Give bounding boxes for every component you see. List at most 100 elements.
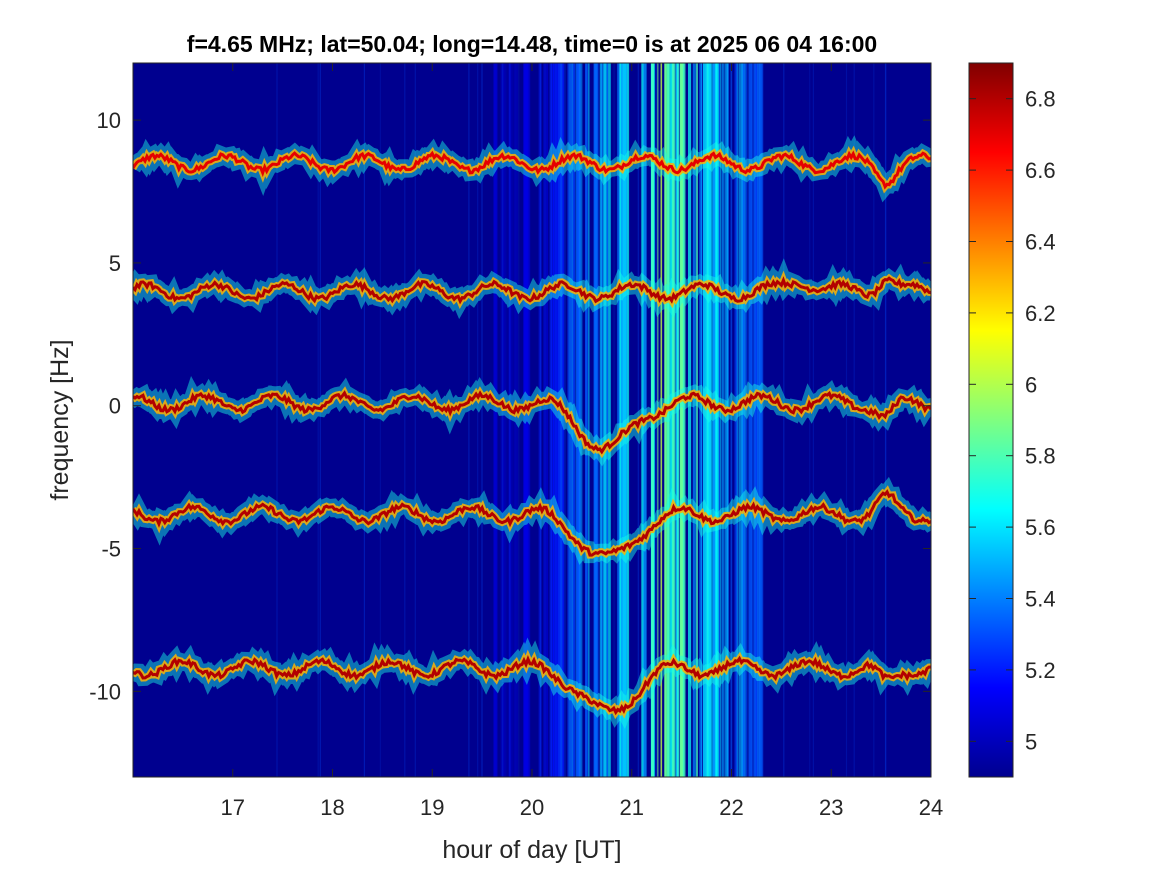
noise-streak <box>543 63 547 777</box>
noise-streak <box>524 63 528 777</box>
noise-streak <box>745 63 747 777</box>
colorbar <box>968 62 1014 778</box>
noise-streak <box>726 63 729 777</box>
noise-streak <box>681 63 685 777</box>
noise-streak <box>558 63 561 777</box>
noise-streak <box>477 63 479 777</box>
noise-streak <box>695 63 698 777</box>
noise-streak <box>759 63 761 777</box>
noise-streak <box>404 63 406 777</box>
noise-streak <box>619 63 623 777</box>
noise-streak <box>625 63 628 777</box>
noise-streak <box>745 63 747 777</box>
noise-streak <box>664 63 667 777</box>
noise-streak <box>679 63 683 777</box>
noise-streak <box>481 63 483 777</box>
noise-streak <box>622 63 626 777</box>
colorbar-tick-label: 6.6 <box>1025 158 1056 183</box>
noise-streak <box>744 63 747 777</box>
noise-streak <box>721 63 724 777</box>
trace-core <box>133 276 931 305</box>
noise-streak <box>718 63 720 777</box>
noise-streak <box>468 63 470 777</box>
noise-streak <box>414 63 416 777</box>
noise-streak <box>551 63 555 777</box>
noise-streak <box>587 63 590 777</box>
noise-streak <box>753 63 755 777</box>
noise-streak <box>515 63 517 777</box>
trace-band <box>133 476 931 565</box>
noise-streak <box>668 63 672 777</box>
noise-streak <box>853 63 855 777</box>
noise-streak <box>621 63 624 777</box>
noise-streak <box>617 63 621 777</box>
noise-streak <box>613 63 615 777</box>
noise-streak <box>715 63 719 777</box>
noise-streak <box>524 63 529 777</box>
noise-streak <box>600 63 605 777</box>
y-tick-label: -5 <box>101 537 121 562</box>
noise-streak <box>503 63 507 777</box>
noise-streak <box>555 63 557 777</box>
noise-streak <box>736 63 739 777</box>
x-tick-label: 19 <box>420 795 444 820</box>
noise-streak <box>538 63 542 777</box>
noise-streak <box>523 63 527 777</box>
noise-streak <box>539 63 541 777</box>
noise-streak <box>500 63 505 777</box>
noise-streak <box>501 63 504 777</box>
colorbar-tick-label: 5.4 <box>1025 587 1056 612</box>
noise-streak <box>734 63 738 777</box>
noise-streak <box>560 63 563 777</box>
noise-streak <box>549 63 552 777</box>
noise-streak <box>585 63 588 777</box>
noise-streak <box>720 63 722 777</box>
x-tick-label: 18 <box>320 795 344 820</box>
noise-streak <box>660 63 663 777</box>
colorbar-tick-label: 6.4 <box>1025 230 1056 255</box>
noise-streak <box>626 63 630 777</box>
colorbar-tick-label: 5.6 <box>1025 515 1056 540</box>
noise-streak <box>724 63 728 777</box>
noise-streak <box>666 63 670 777</box>
noise-streak <box>703 63 707 777</box>
noise-streak <box>599 63 602 777</box>
trace-band <box>133 375 931 467</box>
noise-streak <box>523 63 526 777</box>
noise-streak <box>705 63 710 777</box>
noise-streak <box>746 63 748 777</box>
y-axis-label: frequency [Hz] <box>46 339 74 500</box>
noise-streak <box>708 63 713 777</box>
noise-streak <box>525 63 529 777</box>
noise-streak <box>563 63 565 777</box>
colorbar-ticks: 5 5.2 5.4 5.6 5.8 6 6.2 6.4 6.6 6.8 <box>969 87 1056 754</box>
noise-streak <box>751 63 754 777</box>
noise-streak <box>507 63 511 777</box>
noise-streak <box>718 63 720 777</box>
noise-streak <box>564 63 566 777</box>
noise-streak <box>513 63 516 777</box>
noise-streak <box>683 63 686 777</box>
noise-streak <box>597 63 599 777</box>
noise-streak <box>493 63 498 777</box>
noise-streak <box>845 63 848 777</box>
trace-core <box>133 489 931 557</box>
noise-streak <box>509 63 513 777</box>
x-tick-label: 22 <box>719 795 743 820</box>
noise-streak <box>317 63 319 777</box>
noise-streak <box>753 63 757 777</box>
noise-streak <box>379 63 381 777</box>
y-axis: -10 -5 0 5 10 <box>89 108 931 704</box>
noise-streak <box>603 63 607 777</box>
noise-streak <box>579 63 583 777</box>
noise-streak <box>546 63 549 777</box>
noise-streak <box>558 63 560 777</box>
heatmap-layer <box>133 63 931 777</box>
noise-streak <box>812 63 814 777</box>
trace-core <box>133 150 931 190</box>
noise-streak <box>509 63 511 777</box>
colorbar-tick-label: 6 <box>1025 372 1037 397</box>
trace-band <box>133 135 931 203</box>
noise-streak <box>493 63 497 777</box>
